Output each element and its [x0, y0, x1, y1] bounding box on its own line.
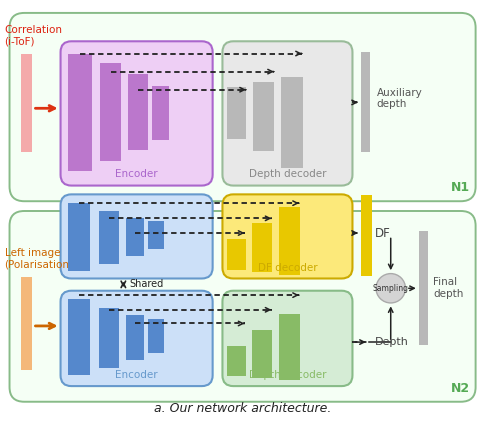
- Text: Depth decoder: Depth decoder: [249, 370, 326, 380]
- Text: Sampling: Sampling: [373, 284, 409, 293]
- Bar: [253, 82, 274, 151]
- Bar: [68, 203, 91, 271]
- Text: N2: N2: [451, 382, 470, 395]
- Bar: [252, 330, 272, 378]
- Text: Encoder: Encoder: [115, 370, 158, 380]
- Bar: [227, 239, 246, 270]
- FancyBboxPatch shape: [9, 13, 476, 201]
- Bar: [279, 314, 300, 380]
- Text: Depth decoder: Depth decoder: [249, 169, 326, 179]
- Bar: [419, 230, 428, 346]
- Bar: [68, 299, 91, 375]
- Circle shape: [376, 273, 405, 303]
- Bar: [361, 195, 372, 276]
- FancyBboxPatch shape: [222, 41, 352, 186]
- Bar: [281, 78, 303, 168]
- FancyBboxPatch shape: [222, 195, 352, 279]
- Bar: [100, 63, 122, 161]
- Text: Final
depth: Final depth: [433, 278, 464, 299]
- Bar: [252, 223, 272, 272]
- FancyBboxPatch shape: [222, 291, 352, 386]
- Bar: [21, 54, 32, 152]
- Text: Left image
(Polarisation): Left image (Polarisation): [4, 248, 74, 269]
- Text: Auxiliary
depth: Auxiliary depth: [376, 88, 422, 109]
- FancyBboxPatch shape: [61, 291, 213, 386]
- Text: Correlation
(i-ToF): Correlation (i-ToF): [4, 25, 62, 47]
- Bar: [128, 74, 148, 150]
- Bar: [68, 54, 92, 171]
- Text: DF: DF: [374, 227, 390, 240]
- Bar: [227, 346, 246, 376]
- Text: Encoder: Encoder: [115, 169, 158, 179]
- Bar: [227, 87, 246, 138]
- Bar: [126, 218, 144, 256]
- Bar: [99, 211, 119, 264]
- Bar: [148, 221, 164, 249]
- Bar: [126, 315, 144, 360]
- Bar: [361, 52, 370, 152]
- Bar: [279, 207, 300, 275]
- Text: Shared: Shared: [129, 279, 163, 289]
- Bar: [99, 308, 119, 368]
- Bar: [21, 277, 32, 370]
- Bar: [152, 86, 169, 140]
- FancyBboxPatch shape: [61, 41, 213, 186]
- Text: Depth: Depth: [374, 337, 408, 347]
- Text: a. Our network architecture.: a. Our network architecture.: [154, 403, 331, 415]
- FancyBboxPatch shape: [61, 195, 213, 279]
- Text: N1: N1: [451, 181, 470, 195]
- Bar: [148, 319, 164, 353]
- FancyBboxPatch shape: [9, 211, 476, 402]
- Text: DF decoder: DF decoder: [258, 262, 317, 273]
